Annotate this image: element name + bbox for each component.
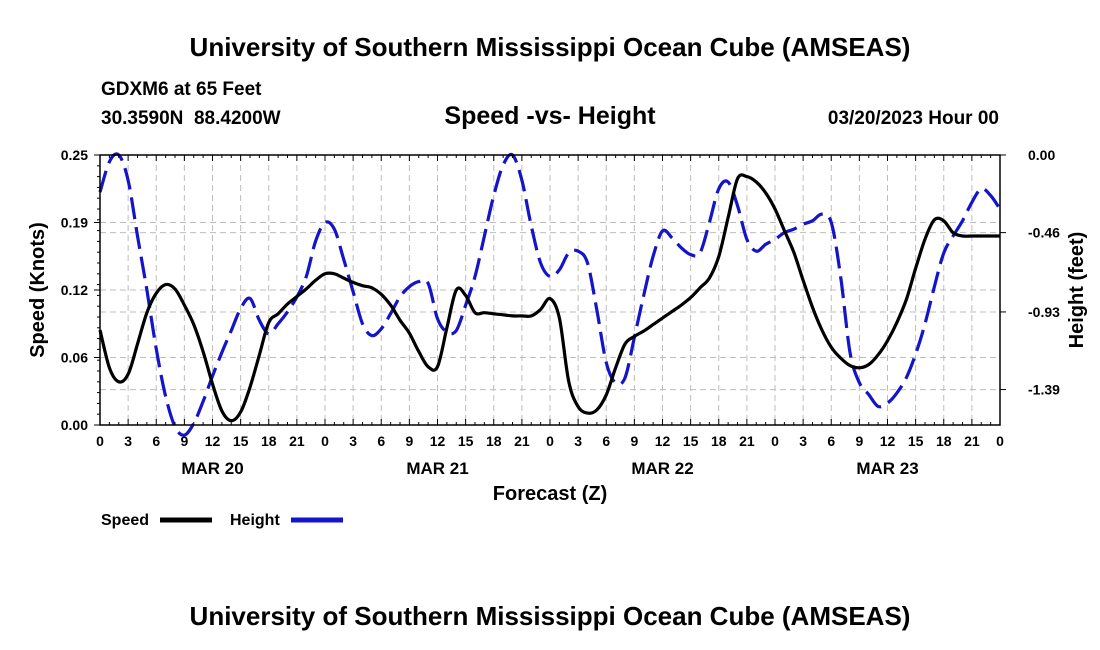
x-tick-label: 18 <box>936 433 952 449</box>
x-tick-label: 9 <box>630 433 638 449</box>
x-tick-label: 12 <box>430 433 446 449</box>
day-label: MAR 22 <box>631 459 693 478</box>
y-tick-label: 0.06 <box>61 350 88 366</box>
series-layer <box>98 152 1002 437</box>
x-tick-label: 21 <box>739 433 755 449</box>
x-tick-label: 6 <box>377 433 385 449</box>
x-tick-label: 15 <box>908 433 924 449</box>
day-label: MAR 21 <box>406 459 468 478</box>
y-tick-label: 0.00 <box>61 417 88 433</box>
x-tick-label: 0 <box>96 433 104 449</box>
x-tick-label: 12 <box>655 433 671 449</box>
y-tick-label: 0.19 <box>61 215 88 231</box>
x-tick-label: 9 <box>180 433 188 449</box>
x-tick-label: 9 <box>405 433 413 449</box>
x-tick-label: 18 <box>711 433 727 449</box>
x-tick-label: 6 <box>152 433 160 449</box>
x-tick-label: 3 <box>799 433 807 449</box>
y2-axis-label: Height (feet) <box>1066 232 1088 349</box>
y2-tick-label: 0.00 <box>1028 147 1055 163</box>
x-axis-label: Forecast (Z) <box>493 483 607 505</box>
series-line-height <box>98 152 1002 437</box>
footer-title: University of Southern Mississippi Ocean… <box>190 601 911 631</box>
axis-ticks <box>94 154 1006 426</box>
x-tick-label: 3 <box>349 433 357 449</box>
x-tick-label: 6 <box>827 433 835 449</box>
date-label: 03/20/2023 Hour 00 <box>828 108 999 129</box>
legend: Speed Height <box>101 512 343 529</box>
y2-tick-label: -1.39 <box>1028 382 1060 398</box>
x-tick-label: 21 <box>514 433 530 449</box>
legend-speed-label: Speed <box>101 512 149 529</box>
x-tick-label: 3 <box>124 433 132 449</box>
day-label: MAR 23 <box>856 459 918 478</box>
station-label: GDXM6 at 65 Feet <box>101 79 262 100</box>
x-tick-label: 0 <box>321 433 329 449</box>
legend-height-label: Height <box>230 512 280 529</box>
x-tick-label: 12 <box>880 433 896 449</box>
x-tick-label: 0 <box>546 433 554 449</box>
x-tick-label: 15 <box>458 433 474 449</box>
y-tick-label: 0.12 <box>61 282 88 298</box>
x-tick-label: 15 <box>233 433 249 449</box>
x-tick-label: 3 <box>574 433 582 449</box>
tick-labels: 0 3 6 9 12 15 18 21 0 3 6 9 12 15 18 21 0 3 6 9 12 15 18 21 0 3 6 9… <box>61 147 1060 478</box>
x-tick-label: 18 <box>486 433 502 449</box>
x-tick-label: 0 <box>771 433 779 449</box>
x-tick-label: 18 <box>261 433 277 449</box>
x-tick-label: 21 <box>289 433 305 449</box>
y2-tick-label: -0.46 <box>1028 225 1060 241</box>
x-tick-label: 0 <box>996 433 1004 449</box>
x-tick-label: 6 <box>602 433 610 449</box>
y-tick-label: 0.25 <box>61 147 88 163</box>
chart-title: Speed -vs- Height <box>444 102 656 130</box>
x-tick-label: 21 <box>964 433 980 449</box>
grid-lines <box>100 154 1000 425</box>
x-tick-label: 9 <box>855 433 863 449</box>
x-tick-label: 12 <box>205 433 221 449</box>
series-line-speed <box>98 173 1000 423</box>
y-axis-label: Speed (Knots) <box>27 222 49 358</box>
page-title: University of Southern Mississippi Ocean… <box>190 32 911 62</box>
x-tick-label: 15 <box>683 433 699 449</box>
day-label: MAR 20 <box>181 459 243 478</box>
y2-tick-label: -0.93 <box>1028 304 1060 320</box>
coordinates-label: 30.3590N 88.4200W <box>101 108 281 129</box>
